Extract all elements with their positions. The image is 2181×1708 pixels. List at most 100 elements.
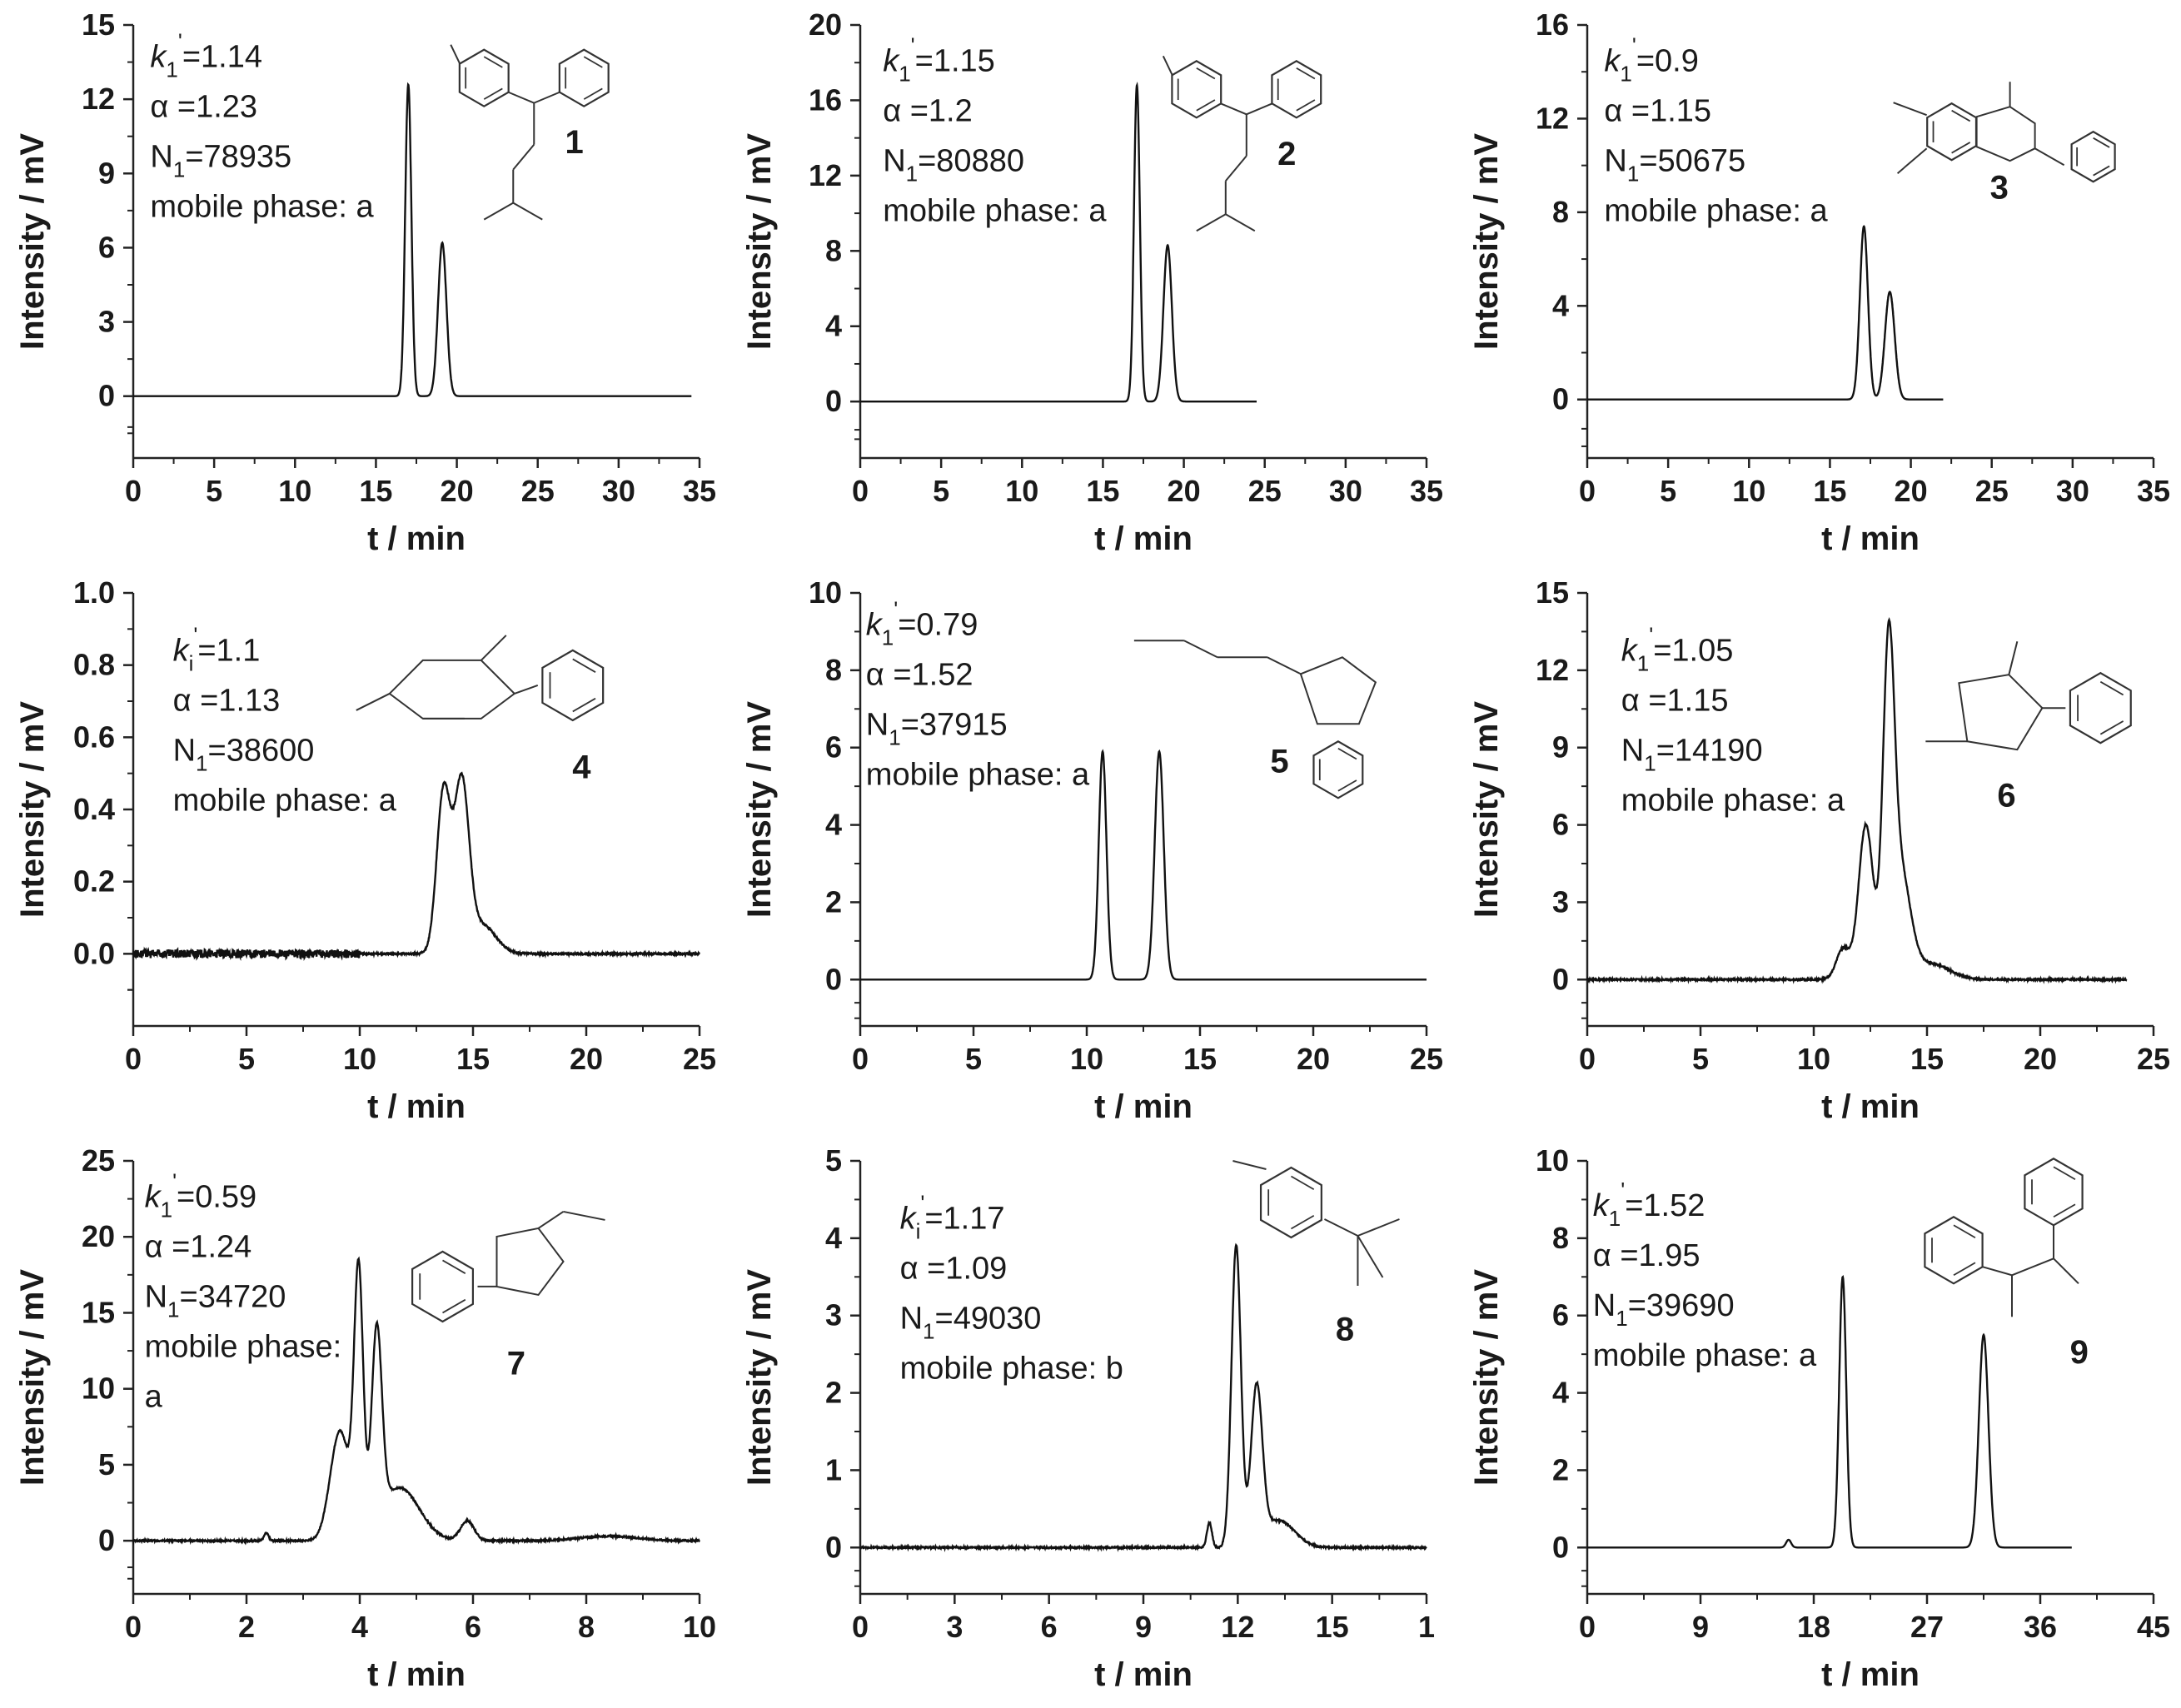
compound-number: 2: [1277, 136, 1296, 172]
benzene-ring-icon: [1925, 1217, 1982, 1283]
benzene-ring-icon: [1172, 61, 1221, 117]
y-tick-label: 12: [1536, 101, 1569, 135]
y-tick-label: 0: [1552, 1530, 1569, 1564]
annotation-line-4: mobile phase: b: [900, 1352, 1123, 1387]
y-tick-label: 6: [98, 230, 115, 264]
x-tick-label: 6: [1041, 1610, 1058, 1644]
y-tick-label: 4: [825, 808, 842, 842]
x-tick-label: 3: [946, 1610, 963, 1644]
x-axis-label: t / min: [1821, 1656, 1920, 1693]
x-tick-label: 5: [965, 1042, 982, 1076]
x-tick-label: 25: [683, 1042, 716, 1076]
annotation-line-2: α =1.15: [1621, 684, 1729, 719]
annotation-line-1: ki'=1.17: [900, 1191, 1005, 1244]
benzene-ring-icon: [2024, 1158, 2082, 1225]
y-tick-label: 0.0: [73, 936, 115, 970]
x-tick-label: 0: [125, 1042, 142, 1076]
y-tick-label: 4: [825, 309, 842, 343]
annotation-line-2: α =1.09: [900, 1252, 1008, 1287]
structure-drawing: [356, 635, 603, 720]
x-tick-label: 10: [683, 1610, 716, 1644]
y-tick-label: 16: [809, 82, 842, 117]
y-axis-label: Intensity / mV: [14, 133, 51, 350]
annotation-line-3: N1=49030: [900, 1302, 1042, 1344]
annotation-line-1: k1'=1.14: [150, 28, 262, 82]
x-tick-label: 36: [2024, 1610, 2057, 1644]
x-tick-label: 35: [2137, 474, 2170, 508]
y-tick-label: 12: [809, 158, 842, 192]
x-tick-label: 20: [1168, 474, 1201, 508]
x-tick-label: 0: [852, 1610, 869, 1644]
y-tick-label: 16: [1536, 7, 1569, 42]
x-tick-label: 30: [1329, 474, 1362, 508]
y-tick-label: 10: [82, 1372, 115, 1406]
y-tick-label: 0: [825, 1530, 842, 1564]
y-tick-label: 9: [1552, 730, 1569, 764]
x-tick-label: 2: [238, 1610, 255, 1644]
y-tick-label: 20: [82, 1219, 115, 1253]
annotation-line-3: N1=80880: [883, 144, 1024, 187]
annotation-line-4: mobile phase: a: [866, 757, 1090, 792]
annotation-line-4: mobile phase: a: [173, 784, 397, 819]
x-tick-label: 8: [578, 1610, 595, 1644]
pyridine-ring-icon: [560, 50, 609, 107]
y-tick-label: 25: [82, 1143, 115, 1178]
x-tick-label: 25: [2137, 1042, 2170, 1076]
x-tick-label: 35: [1410, 474, 1443, 508]
y-tick-label: 6: [1552, 1298, 1569, 1332]
annotation-line-2: α =1.2: [883, 94, 973, 129]
y-tick-label: 2: [825, 884, 842, 919]
x-tick-label: 5: [206, 474, 222, 508]
y-tick-label: 0.4: [73, 792, 115, 826]
annotation-line-3: N1=14190: [1621, 734, 1763, 776]
y-tick-label: 12: [1536, 653, 1569, 687]
structure-drawing: [451, 45, 608, 220]
benzene-ring-icon: [542, 650, 603, 720]
y-tick-label: 5: [98, 1447, 115, 1481]
annotation-line-1: k1'=1.15: [883, 33, 995, 87]
compound-number: 7: [507, 1345, 525, 1382]
x-axis-label: t / min: [1094, 1088, 1193, 1125]
x-tick-label: 9: [1692, 1610, 1709, 1644]
y-tick-label: 0.2: [73, 864, 115, 899]
structure-drawing: [1163, 56, 1321, 231]
x-tick-label: 15: [1910, 1042, 1944, 1076]
x-tick-label: 15: [359, 474, 392, 508]
y-tick-label: 3: [825, 1298, 842, 1332]
x-axis-label: t / min: [367, 1088, 466, 1125]
compound-number: 9: [2070, 1334, 2089, 1371]
structure-drawing: [1232, 1161, 1399, 1286]
x-tick-label: 0: [1579, 474, 1596, 508]
annotation-line-4: mobile phase: a: [1621, 784, 1845, 819]
y-tick-label: 8: [1552, 195, 1569, 229]
x-tick-label: 25: [1975, 474, 2009, 508]
x-tick-label: 0: [1579, 1042, 1596, 1076]
y-axis-label: Intensity / mV: [741, 1269, 778, 1486]
x-tick-label: 15: [1813, 474, 1846, 508]
x-tick-label: 5: [1692, 1042, 1709, 1076]
annotation-line-4: mobile phase: a: [1604, 194, 1828, 229]
annotation-line-2: α =1.23: [150, 89, 257, 124]
annotation-line-1: k1'=0.79: [866, 596, 978, 650]
x-tick-label: 0: [852, 474, 869, 508]
x-tick-label: 5: [1660, 474, 1676, 508]
y-axis-label: Intensity / mV: [1468, 1269, 1505, 1486]
benzene-ring-icon: [412, 1252, 473, 1322]
benzene-ring-icon: [460, 50, 509, 107]
annotation-line-4: mobile phase: a: [150, 189, 374, 224]
x-tick-label: 25: [521, 474, 555, 508]
benzothiadiazine-ring-icon: [1927, 103, 1976, 160]
annotation-line-2: α =1.95: [1593, 1238, 1700, 1273]
y-tick-label: 15: [82, 7, 115, 42]
x-tick-label: 5: [933, 474, 949, 508]
y-tick-label: 0: [825, 962, 842, 996]
annotation-line-1: k1'=1.05: [1621, 623, 1734, 676]
y-tick-label: 20: [809, 7, 842, 42]
y-tick-label: 0: [1552, 382, 1569, 416]
